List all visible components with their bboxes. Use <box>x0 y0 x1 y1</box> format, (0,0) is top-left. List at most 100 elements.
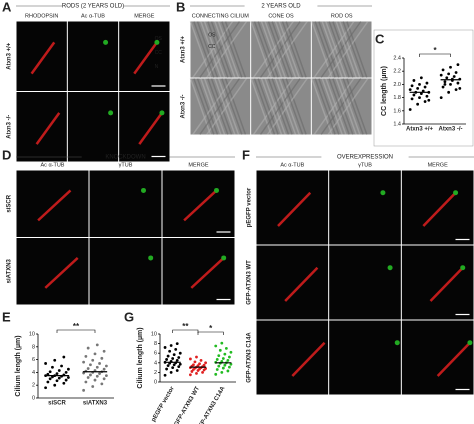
em-texture <box>314 78 336 135</box>
em-texture <box>321 21 343 78</box>
y-axis-label: Cilium length (µm) <box>15 335 22 396</box>
data-point <box>220 359 224 363</box>
em-texture <box>274 21 297 78</box>
data-point <box>82 388 85 392</box>
em-texture <box>224 78 247 135</box>
data-point <box>189 373 192 377</box>
data-point <box>410 97 414 101</box>
data-point <box>178 351 182 355</box>
data-point <box>171 357 175 360</box>
em-texture <box>199 21 241 78</box>
data-point <box>228 365 231 369</box>
data-point <box>105 364 108 368</box>
data-point <box>226 369 230 373</box>
data-point <box>64 378 68 382</box>
data-point <box>408 108 412 111</box>
data-point <box>215 368 219 371</box>
em-texture <box>206 78 248 135</box>
panel-letter: G <box>124 309 134 324</box>
panel-letter: E <box>2 309 11 324</box>
data-point <box>454 88 458 92</box>
data-point <box>98 362 101 365</box>
data-point <box>223 363 227 367</box>
em-texture <box>278 78 300 135</box>
column-label: RHODOPSIN <box>25 13 58 19</box>
panel-letter: B <box>176 0 185 14</box>
fluorescence-image <box>16 238 89 305</box>
em-texture <box>224 21 247 78</box>
data-point <box>174 347 178 351</box>
x-tick-label: pEGFP vector <box>151 385 176 423</box>
data-point <box>67 376 70 379</box>
em-texture <box>327 78 369 135</box>
data-point <box>64 371 68 374</box>
data-point <box>175 359 179 362</box>
data-point <box>168 349 172 353</box>
cilium-signal <box>138 112 163 145</box>
em-texture <box>214 78 236 135</box>
y-tick-label: 2 <box>154 370 157 376</box>
column-label: Ac α-TUB <box>41 162 65 168</box>
data-point <box>443 83 447 86</box>
centrosome-signal <box>159 110 165 116</box>
data-point <box>86 367 90 370</box>
data-point <box>175 369 179 372</box>
em-texture <box>320 21 362 78</box>
em-texture <box>285 21 307 78</box>
fluorescence-image <box>401 170 474 245</box>
significance-label: * <box>433 46 437 55</box>
centrosome-signal <box>214 187 219 193</box>
data-point <box>105 374 108 377</box>
em-texture <box>207 21 229 78</box>
panel-header: OVEREXPRESSION <box>337 155 393 161</box>
data-point <box>218 348 222 352</box>
data-point <box>48 377 52 381</box>
fluorescence-image <box>119 92 170 162</box>
y-axis-label: Cilium length (µm) <box>137 327 144 388</box>
cilium-signal <box>436 341 471 377</box>
centrosome-signal <box>148 255 154 261</box>
structure-label: CC <box>208 44 216 50</box>
panel-header: 2 YEARS OLD <box>261 4 301 10</box>
cilium-signal <box>277 191 312 227</box>
data-point <box>192 363 195 367</box>
fluorescence-image <box>67 92 119 162</box>
data-point <box>224 347 228 350</box>
data-point <box>89 373 92 377</box>
data-point <box>86 376 90 379</box>
em-texture <box>335 21 357 78</box>
panel-letter: D <box>2 147 11 162</box>
data-point <box>458 86 462 90</box>
em-texture <box>321 78 343 135</box>
fluorescence-image <box>256 170 329 245</box>
centrosome-signal <box>108 110 114 116</box>
data-point <box>441 68 445 72</box>
data-point <box>44 362 47 365</box>
data-point <box>89 363 92 367</box>
centrosome-signal <box>141 187 146 193</box>
em-texture <box>264 21 286 78</box>
data-point <box>202 363 206 367</box>
data-point <box>418 96 421 99</box>
data-point <box>169 371 173 374</box>
column-label: γTUB <box>119 162 133 168</box>
fluorescence-image <box>67 21 119 91</box>
data-point <box>419 76 423 80</box>
data-point <box>95 343 99 347</box>
data-point <box>171 366 175 369</box>
em-texture <box>328 21 350 78</box>
centrosome-signal <box>467 340 473 346</box>
row-label: siATXN3 <box>7 258 13 283</box>
data-point <box>44 386 47 390</box>
em-texture <box>266 78 308 135</box>
y-tick-label: 4 <box>32 370 35 376</box>
data-point <box>102 377 106 381</box>
fluorescence-image <box>162 170 235 237</box>
fluorescence-image <box>16 92 67 162</box>
centrosome-signal <box>387 265 393 271</box>
column-label: Ac α-TUB <box>280 162 304 168</box>
data-point <box>55 372 59 376</box>
em-texture <box>253 21 276 78</box>
y-tick-label: 2.0 <box>393 82 401 88</box>
data-point <box>425 81 429 85</box>
